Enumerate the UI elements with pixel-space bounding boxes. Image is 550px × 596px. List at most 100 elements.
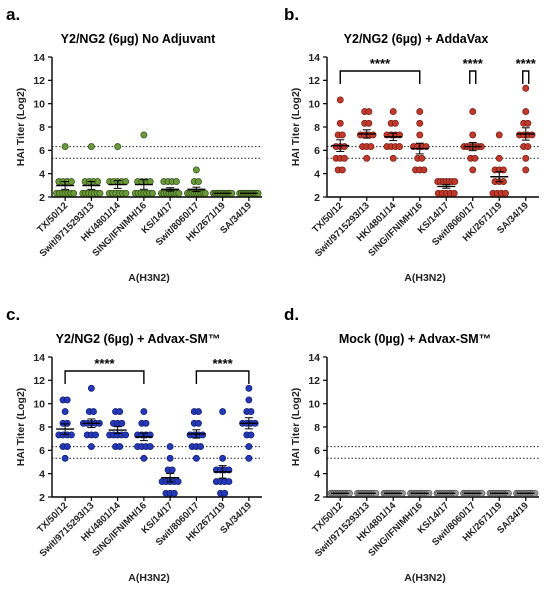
significance-bracket (339, 70, 421, 84)
data-point (140, 454, 148, 462)
significance-label: **** (213, 356, 234, 371)
data-point (365, 119, 373, 127)
data-point (87, 443, 95, 451)
data-point (219, 408, 227, 416)
data-point (96, 189, 104, 197)
y-tick-label: 6 (39, 145, 45, 157)
x-axis-title: A(H3N2) (404, 572, 445, 584)
significance-label: **** (463, 56, 484, 71)
significance-label: **** (516, 56, 537, 71)
data-point (365, 108, 373, 116)
x-axis-title: A(H3N2) (404, 272, 445, 284)
data-point (195, 408, 202, 416)
data-point (369, 131, 377, 139)
data-point (63, 443, 71, 451)
data-point (367, 143, 375, 151)
y-tick-label: 14 (33, 52, 45, 64)
data-point (63, 396, 71, 404)
panel-title: Y2/NG2 (6µg) + Advax-SM™ (56, 332, 221, 346)
significance-label: **** (94, 356, 115, 371)
significance-bracket (522, 70, 530, 84)
data-point (199, 431, 207, 439)
data-point (67, 178, 75, 186)
y-tick-label: 4 (39, 468, 45, 480)
data-point (389, 108, 397, 116)
data-point (528, 131, 536, 139)
data-point (336, 96, 344, 104)
data-point (247, 408, 255, 416)
significance-bracket (64, 370, 145, 384)
data-point (451, 178, 459, 186)
data-point (67, 431, 75, 439)
data-point (225, 478, 233, 486)
y-tick-label: 14 (308, 352, 320, 364)
y-tick-label: 8 (39, 422, 45, 434)
y-axis-title: HAI Titer (Log2) (290, 388, 302, 467)
y-tick-label: 4 (314, 168, 320, 180)
data-point (92, 431, 100, 439)
panel-letter: c. (6, 305, 20, 324)
data-point (87, 384, 95, 392)
data-point (118, 419, 126, 427)
data-point (170, 489, 178, 497)
data-point (416, 119, 424, 127)
panel-2: b. Y2/NG2 (6µg) + AddaVax 2 4 6 8 10 12 14 HAI Ti… (284, 5, 539, 284)
data-point (391, 119, 399, 127)
y-tick-label: 8 (314, 422, 320, 434)
panel-title: Mock (0µg) + Advax-SM™ (339, 332, 491, 346)
data-point (471, 154, 479, 162)
panel-title: Y2/NG2 (6µg) No Adjuvant (61, 32, 217, 46)
y-tick-label: 6 (314, 145, 320, 157)
data-point (245, 384, 253, 392)
data-point (469, 108, 477, 116)
data-point (245, 454, 253, 462)
y-tick-label: 8 (39, 122, 45, 134)
data-point (166, 443, 174, 451)
data-point (174, 478, 182, 486)
data-point (166, 454, 174, 462)
panel-letter: b. (284, 5, 299, 24)
data-point (116, 443, 124, 451)
data-point (245, 396, 253, 404)
data-point (336, 119, 344, 127)
y-tick-label: 6 (39, 445, 45, 457)
y-axis-title: HAI Titer (Log2) (15, 88, 27, 167)
data-point (201, 189, 209, 197)
data-point (416, 108, 424, 116)
data-point (495, 154, 503, 162)
data-point (495, 131, 503, 139)
data-point (146, 443, 154, 451)
y-axis-title: HAI Titer (Log2) (15, 388, 27, 467)
panel-title: Y2/NG2 (6µg) + AddaVax (344, 32, 489, 46)
y-tick-label: 4 (314, 468, 320, 480)
data-point (122, 431, 130, 439)
panel-4: d. Mock (0µg) + Advax-SM™ 2 4 6 8 10 12 14 HAI Ti… (284, 305, 539, 584)
data-point (146, 178, 154, 186)
panel-letter: d. (284, 305, 299, 324)
panel-3: c. Y2/NG2 (6µg) + Advax-SM™ 2 4 6 8 10 12 14 HAI … (6, 305, 262, 584)
data-point (338, 166, 346, 174)
data-point (168, 466, 176, 474)
data-point (221, 489, 229, 497)
data-point (94, 178, 102, 186)
data-point (197, 443, 205, 451)
data-point (524, 119, 532, 127)
data-point (420, 166, 428, 174)
y-tick-label: 10 (308, 98, 320, 110)
data-point (140, 408, 148, 416)
x-axis-title: A(H3N2) (128, 272, 169, 284)
y-tick-label: 2 (39, 192, 45, 204)
data-point (245, 443, 253, 451)
data-point (389, 154, 397, 162)
data-point (522, 154, 530, 162)
data-point (114, 143, 122, 151)
data-point (522, 108, 530, 116)
data-point (363, 154, 371, 162)
y-tick-label: 6 (314, 445, 320, 457)
y-tick-label: 2 (39, 492, 45, 504)
x-axis-title: A(H3N2) (128, 572, 169, 584)
data-point (522, 166, 530, 174)
y-tick-label: 10 (308, 398, 320, 410)
significance-bracket (195, 370, 250, 384)
